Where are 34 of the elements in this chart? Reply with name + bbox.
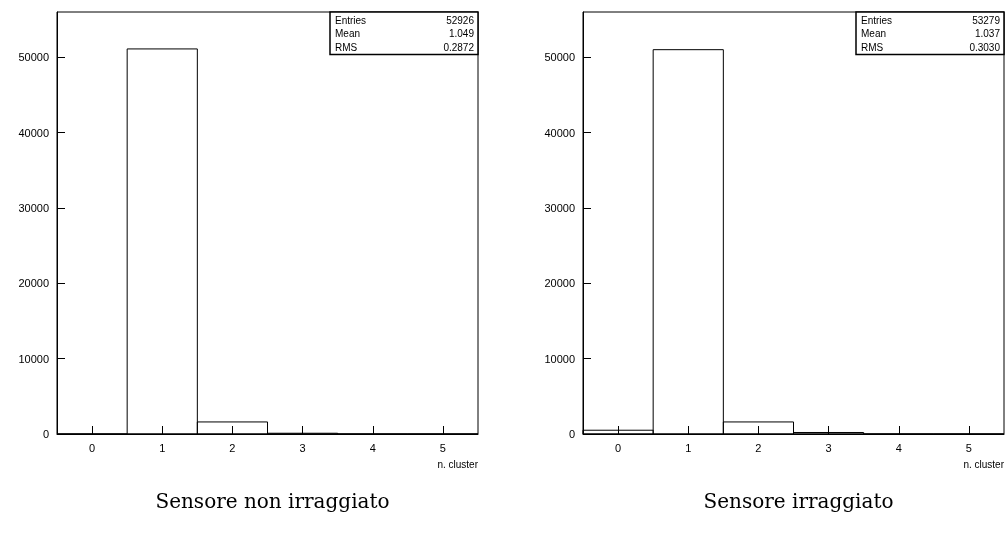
x-tick-label: 1 xyxy=(159,441,166,454)
text: Entries 53279 xyxy=(861,14,1000,26)
y-tick-label: 30000 xyxy=(18,201,49,214)
y-tick-label: 20000 xyxy=(18,277,49,290)
x-tick-label: 0 xyxy=(89,441,96,454)
text: Sensore non irraggiato xyxy=(155,489,390,513)
x-axis-title: n. cluster xyxy=(437,458,479,470)
x-tick-label: 0 xyxy=(615,441,622,454)
x-tick-label: 3 xyxy=(825,441,832,454)
y-tick-label: 30000 xyxy=(544,201,575,214)
x-tick-label: 5 xyxy=(439,441,446,454)
y-tick-label: 50000 xyxy=(544,51,575,64)
x-axis-title: n. cluster xyxy=(963,458,1005,470)
text: RMS 0.3030 xyxy=(861,41,1000,53)
text: Mean 1.037 xyxy=(861,28,1000,39)
text: Mean 1.049 xyxy=(335,28,474,39)
y-tick-label: 20000 xyxy=(544,277,575,290)
x-tick-label: 2 xyxy=(755,441,762,454)
text: Sensore irraggiato xyxy=(703,489,894,513)
x-tick-label: 4 xyxy=(895,441,902,454)
text: Entries 52926 xyxy=(335,14,474,26)
y-tick-label: 50000 xyxy=(18,51,49,64)
text: RMS 0.2872 xyxy=(335,41,474,53)
x-tick-label: 4 xyxy=(369,441,376,454)
y-tick-label: 40000 xyxy=(18,126,49,139)
x-tick-label: 5 xyxy=(965,441,972,454)
y-tick-label: 0 xyxy=(568,428,575,440)
x-tick-label: 3 xyxy=(299,441,306,454)
y-tick-label: 10000 xyxy=(18,352,49,365)
y-tick-label: 10000 xyxy=(544,352,575,365)
y-tick-label: 0 xyxy=(42,428,49,440)
x-tick-label: 1 xyxy=(685,441,692,454)
y-tick-label: 40000 xyxy=(544,126,575,139)
x-tick-label: 2 xyxy=(229,441,236,454)
